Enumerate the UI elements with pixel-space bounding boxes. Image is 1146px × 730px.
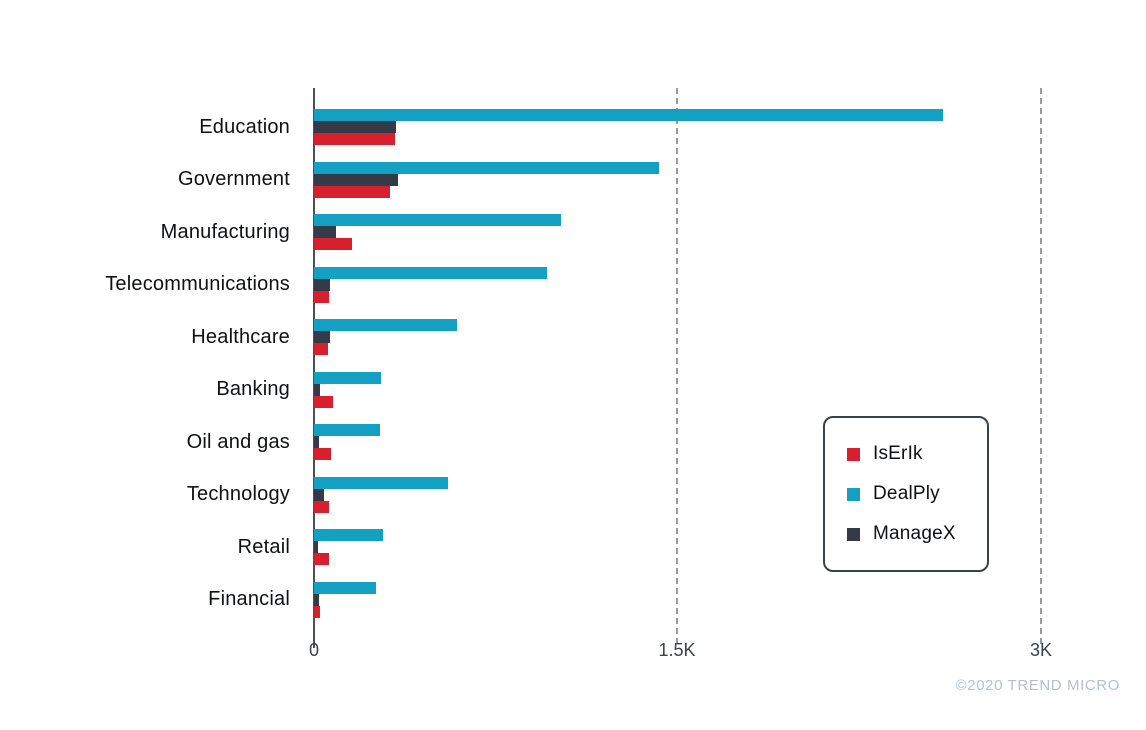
bar-managex-manufacturing <box>314 226 336 239</box>
bar-managex-telecommunications <box>314 278 330 291</box>
bar-dealply-education <box>314 109 943 121</box>
category-row-government: Government <box>0 154 1041 206</box>
bar-group-telecommunications <box>314 266 1041 303</box>
x-tick-label-1500: 1.5K <box>658 640 696 660</box>
category-row-manufacturing: Manufacturing <box>0 206 1041 258</box>
x-tick-label-0: 0 <box>308 640 320 660</box>
bar-managex-banking <box>314 383 321 396</box>
category-label-retail: Retail <box>237 535 290 558</box>
bar-dealply-technology <box>314 476 449 489</box>
bar-group-government <box>314 161 1041 198</box>
bar-group-banking <box>314 371 1041 408</box>
bar-dealply-financial <box>314 581 377 594</box>
category-label-technology: Technology <box>186 483 290 506</box>
category-row-telecommunications: Telecommunications <box>0 259 1041 311</box>
bar-dealply-oil-and-gas <box>314 424 380 437</box>
bar-group-oil-and-gas <box>314 424 1041 461</box>
bar-dealply-government <box>314 161 660 174</box>
legend-item-iserik: IsErIk <box>847 443 987 465</box>
bar-managex-government <box>314 173 398 186</box>
bar-managex-financial <box>314 593 320 606</box>
category-row-retail: Retail <box>0 521 1041 573</box>
legend-label-managex: ManageX <box>873 523 956 544</box>
bar-group-healthcare <box>314 319 1041 356</box>
legend-item-managex: ManageX <box>847 523 987 545</box>
category-row-financial: Financial <box>0 574 1041 626</box>
y-axis-line <box>313 88 315 648</box>
category-label-manufacturing: Manufacturing <box>160 220 290 243</box>
bar-iserik-technology <box>314 500 330 513</box>
legend-label-dealply: DealPly <box>873 483 940 504</box>
bar-iserik-government <box>314 185 391 198</box>
category-row-banking: Banking <box>0 364 1041 416</box>
bar-managex-education <box>314 121 397 133</box>
legend: IsErIk DealPly ManageX <box>823 416 989 572</box>
bar-group-retail <box>314 529 1041 566</box>
bar-managex-retail <box>314 541 319 554</box>
gridline-1500 <box>676 88 678 644</box>
bar-dealply-telecommunications <box>314 266 547 279</box>
gridline-3000 <box>1040 88 1042 644</box>
category-label-healthcare: Healthcare <box>191 325 290 348</box>
legend-swatch-iserik <box>847 447 860 461</box>
category-label-government: Government <box>177 168 290 191</box>
category-label-banking: Banking <box>216 378 290 401</box>
bar-dealply-banking <box>314 371 382 384</box>
bar-managex-healthcare <box>314 331 331 344</box>
category-row-education: Education <box>0 101 1041 153</box>
bar-managex-oil-and-gas <box>314 436 320 449</box>
x-tick-label-3000: 3K <box>1029 640 1053 660</box>
bar-iserik-telecommunications <box>314 290 329 303</box>
category-label-financial: Financial <box>208 588 290 611</box>
category-label-oil-and-gas: Oil and gas <box>186 430 290 453</box>
category-label-telecommunications: Telecommunications <box>105 273 290 296</box>
watermark: ©2020 TREND MICRO <box>955 677 1120 694</box>
category-row-healthcare: Healthcare <box>0 311 1041 363</box>
category-row-oil-and-gas: Oil and gas <box>0 416 1041 468</box>
bar-group-manufacturing <box>314 214 1041 251</box>
bar-group-technology <box>314 476 1041 513</box>
legend-item-dealply: DealPly <box>847 483 987 505</box>
legend-label-iserik: IsErIk <box>873 443 923 464</box>
bar-iserik-manufacturing <box>314 238 352 251</box>
bar-dealply-retail <box>314 529 384 542</box>
bar-iserik-oil-and-gas <box>314 448 331 461</box>
bar-iserik-education <box>314 133 396 145</box>
category-row-technology: Technology <box>0 469 1041 521</box>
bar-iserik-banking <box>314 395 333 408</box>
bar-iserik-financial <box>314 605 321 618</box>
bar-iserik-healthcare <box>314 343 329 356</box>
bar-rows: Education Government Manufacturing Telecomm… <box>0 88 1041 632</box>
bar-dealply-healthcare <box>314 319 457 332</box>
bar-managex-technology <box>314 488 324 501</box>
legend-swatch-dealply <box>847 487 860 501</box>
legend-swatch-managex <box>847 527 860 541</box>
bar-iserik-retail <box>314 553 329 566</box>
bar-dealply-manufacturing <box>314 214 562 227</box>
bar-group-financial <box>314 581 1041 618</box>
category-label-education: Education <box>199 115 290 138</box>
bar-group-education <box>314 109 1041 145</box>
